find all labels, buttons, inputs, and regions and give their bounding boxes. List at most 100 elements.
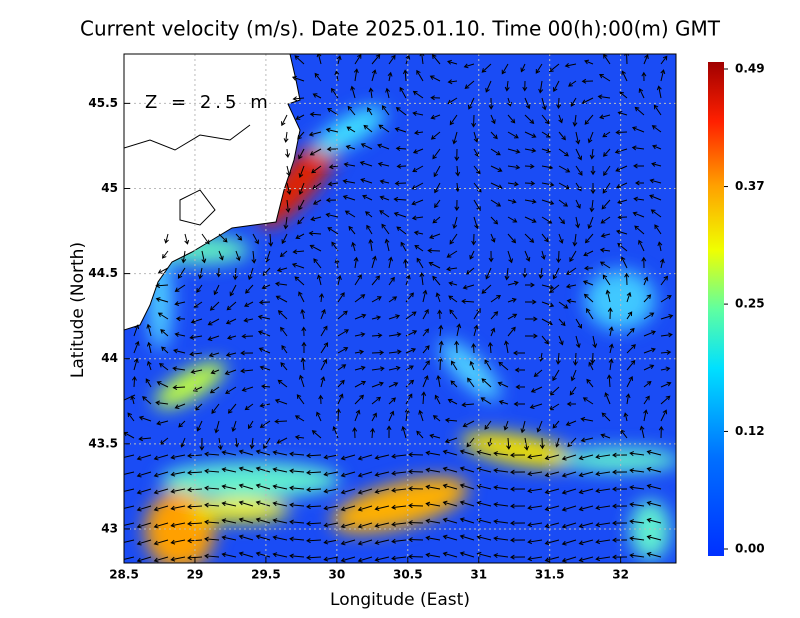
arrow: [255, 500, 271, 507]
arrow: [419, 272, 425, 286]
arrow: [354, 394, 364, 405]
arrow: [493, 485, 509, 491]
arrow: [283, 216, 289, 230]
arrow: [473, 148, 479, 158]
arrow: [449, 233, 458, 245]
arrow: [464, 80, 475, 89]
arrow: [522, 80, 528, 92]
arrow: [371, 366, 385, 372]
arrow: [365, 211, 373, 218]
arrow: [357, 539, 373, 546]
arrow: [332, 426, 339, 439]
arrow: [133, 324, 140, 337]
arrow: [633, 196, 645, 202]
arrow: [433, 165, 441, 178]
arrow: [204, 502, 220, 508]
arrow: [451, 360, 458, 371]
arrow: [527, 522, 543, 528]
arrow: [504, 80, 510, 92]
arrow: [153, 488, 169, 495]
arrow: [258, 299, 271, 305]
arrow: [634, 106, 645, 116]
arrow: [221, 501, 237, 507]
arrow: [459, 483, 475, 490]
arrow: [601, 199, 611, 210]
arrow: [335, 408, 341, 422]
arrow: [214, 420, 220, 434]
arrow: [462, 420, 475, 428]
arrow: [366, 224, 373, 235]
arrow: [298, 165, 305, 179]
arrow: [650, 209, 662, 218]
arrow: [155, 297, 169, 303]
arrow: [320, 342, 329, 354]
arrow: [615, 129, 628, 135]
arrow: [381, 105, 390, 116]
arrow: [629, 468, 645, 473]
arrow: [371, 396, 382, 405]
arrow: [190, 369, 203, 375]
y-tick-label: 43: [101, 521, 118, 535]
arrow: [461, 298, 475, 304]
arrow: [575, 182, 582, 192]
arrow: [581, 78, 594, 84]
arrow: [221, 518, 237, 524]
arrow: [294, 276, 305, 286]
arrow: [193, 301, 203, 308]
arrow: [614, 148, 628, 154]
arrow: [241, 386, 254, 392]
arrow: [170, 471, 186, 477]
arrow: [561, 505, 577, 512]
arrow: [448, 281, 458, 287]
arrow: [493, 553, 509, 559]
arrow: [578, 556, 594, 563]
arrow: [643, 395, 650, 405]
arrow: [363, 124, 373, 133]
arrow: [347, 105, 356, 116]
arrow: [584, 59, 594, 65]
arrow: [425, 535, 441, 541]
arrow: [558, 233, 564, 244]
arrow: [544, 505, 560, 512]
arrow: [258, 347, 271, 354]
arrow: [493, 502, 509, 508]
arrow: [224, 369, 237, 376]
arrow: [346, 126, 356, 133]
arrow: [442, 483, 458, 490]
arrow: [393, 196, 407, 202]
arrow: [561, 556, 577, 563]
arrow: [351, 241, 356, 252]
arrow: [429, 433, 441, 439]
arrow: [429, 233, 441, 239]
arrow: [631, 145, 645, 151]
arrow: [387, 71, 393, 82]
arrow: [510, 503, 526, 509]
arrow: [541, 148, 552, 154]
arrow: [374, 539, 390, 545]
arrow: [313, 258, 322, 269]
arrow: [416, 69, 424, 82]
arrow: [461, 402, 475, 408]
arrow: [391, 504, 407, 510]
arrow: [567, 437, 577, 448]
arrow: [320, 308, 326, 320]
arrow: [172, 366, 186, 372]
arrow: [616, 229, 628, 235]
arrow: [600, 216, 611, 224]
arrow: [340, 505, 356, 512]
arrow: [601, 412, 611, 422]
arrow: [388, 276, 395, 286]
arrow: [400, 241, 407, 252]
arrow: [556, 97, 562, 109]
arrow: [374, 505, 390, 511]
arrow: [235, 250, 241, 262]
arrow: [153, 471, 169, 478]
arrow: [354, 409, 361, 422]
arrow: [257, 314, 271, 320]
arrow: [279, 250, 288, 258]
arrow: [194, 403, 203, 411]
arrow: [241, 333, 254, 339]
arrow: [643, 294, 652, 303]
arrow: [476, 551, 492, 558]
arrow: [422, 289, 428, 303]
